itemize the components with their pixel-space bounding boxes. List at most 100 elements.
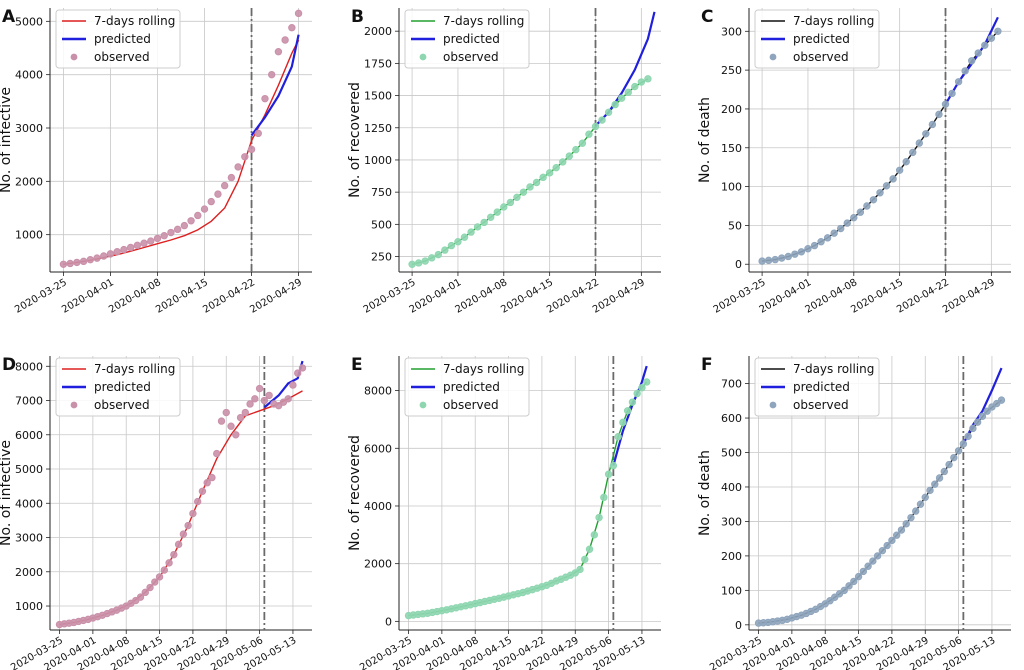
observed-point xyxy=(590,531,599,539)
observed-point xyxy=(598,116,606,124)
y-tick-label: 250 xyxy=(371,251,392,264)
observed-point xyxy=(830,229,838,237)
observed-point xyxy=(480,218,488,227)
observed-point xyxy=(255,384,264,393)
observed-point xyxy=(969,424,977,433)
legend-observed-swatch xyxy=(419,53,427,61)
observed-point xyxy=(513,193,521,202)
observed-point xyxy=(428,254,436,262)
observed-point xyxy=(892,531,901,539)
observed-point xyxy=(968,57,976,65)
x-tick-label: 2020-04-08 xyxy=(107,277,163,316)
observed-point xyxy=(160,566,169,574)
legend: 7-days rolling predicted observed xyxy=(404,357,530,417)
observed-point xyxy=(294,369,302,377)
observed-point xyxy=(113,248,121,256)
observed-point xyxy=(907,513,915,522)
observed-point xyxy=(147,237,155,245)
panel-letter: C xyxy=(701,7,713,27)
observed-point xyxy=(200,205,209,213)
observed-point xyxy=(539,173,547,182)
observed-point xyxy=(487,213,495,221)
y-tick-label: 50 xyxy=(728,219,742,232)
observed-point xyxy=(170,550,178,559)
observed-point xyxy=(974,49,982,57)
observed-point xyxy=(260,396,269,405)
panel-f: 01002003004005006007002020-03-252020-04-… xyxy=(697,355,1011,670)
observed-point xyxy=(623,407,632,415)
y-axis-label: No. of death xyxy=(697,450,713,536)
observed-point xyxy=(274,48,283,56)
observed-point xyxy=(193,497,202,506)
y-tick-label: 2000 xyxy=(364,25,392,38)
observed-point xyxy=(179,530,188,538)
y-tick-label: 400 xyxy=(721,481,742,494)
rolling-average-line xyxy=(408,381,648,617)
observed-point xyxy=(213,449,221,458)
y-tick-label: 1000 xyxy=(364,154,392,167)
observed-point xyxy=(973,418,982,426)
observed-point xyxy=(93,254,101,262)
observed-point xyxy=(928,120,937,129)
observed-point xyxy=(840,586,848,595)
observed-point xyxy=(581,555,589,564)
y-tick-label: 200 xyxy=(721,550,742,563)
observed-point xyxy=(126,243,135,252)
observed-point xyxy=(198,487,207,495)
observed-point xyxy=(817,238,825,246)
observed-point xyxy=(850,213,858,222)
y-tick-label: 0 xyxy=(735,619,742,632)
observed-point xyxy=(241,408,250,417)
observed-point xyxy=(165,559,173,567)
observed-point xyxy=(902,520,910,528)
observed-point xyxy=(151,578,159,586)
observed-point xyxy=(73,258,81,267)
y-tick-label: 3000 xyxy=(15,532,43,545)
legend-predicted-label: predicted xyxy=(94,32,151,46)
observed-point xyxy=(155,573,164,581)
observed-point xyxy=(227,173,236,182)
observed-point xyxy=(888,536,896,545)
legend-box xyxy=(754,357,880,417)
y-axis-label: No. of recovered xyxy=(347,82,363,198)
observed-point xyxy=(618,94,626,102)
legend-box xyxy=(404,9,530,69)
observed-point xyxy=(895,166,904,174)
observed-point xyxy=(643,378,651,386)
observed-point xyxy=(545,169,554,177)
observed-point xyxy=(506,198,515,207)
observed-point xyxy=(184,521,192,530)
observed-point xyxy=(203,479,211,487)
observed-point xyxy=(289,381,297,389)
observed-point xyxy=(441,246,449,254)
legend-box xyxy=(55,357,181,417)
rolling-average-line xyxy=(758,399,1002,624)
observed-point xyxy=(220,181,229,190)
observed-point xyxy=(214,190,222,198)
observed-point xyxy=(532,178,541,187)
observed-point xyxy=(604,108,613,117)
observed-point xyxy=(897,526,906,534)
y-axis-label: No. of infective xyxy=(0,87,14,193)
observed-point xyxy=(619,418,627,427)
legend-rolling-label: 7-days rolling xyxy=(94,362,175,376)
observed-point xyxy=(915,139,923,147)
x-tick-label: 2020-04-29 xyxy=(941,277,997,316)
panel-e: 020004000600080002020-03-252020-04-01202… xyxy=(347,355,661,670)
observed-point xyxy=(961,67,969,75)
observed-point xyxy=(572,145,580,154)
observed-point xyxy=(140,239,148,247)
observed-point xyxy=(916,500,925,508)
observed-point xyxy=(921,493,929,502)
predicted-line xyxy=(594,11,656,127)
y-tick-label: 1750 xyxy=(364,57,392,70)
observed-point xyxy=(207,197,215,206)
observed-point xyxy=(559,158,567,166)
y-tick-label: 0 xyxy=(385,615,392,628)
observed-point xyxy=(552,163,560,172)
observed-point xyxy=(120,245,128,254)
observed-point xyxy=(265,391,273,400)
legend-observed-swatch xyxy=(769,401,777,409)
legend-observed-label: observed xyxy=(94,398,150,412)
observed-point xyxy=(187,217,195,225)
